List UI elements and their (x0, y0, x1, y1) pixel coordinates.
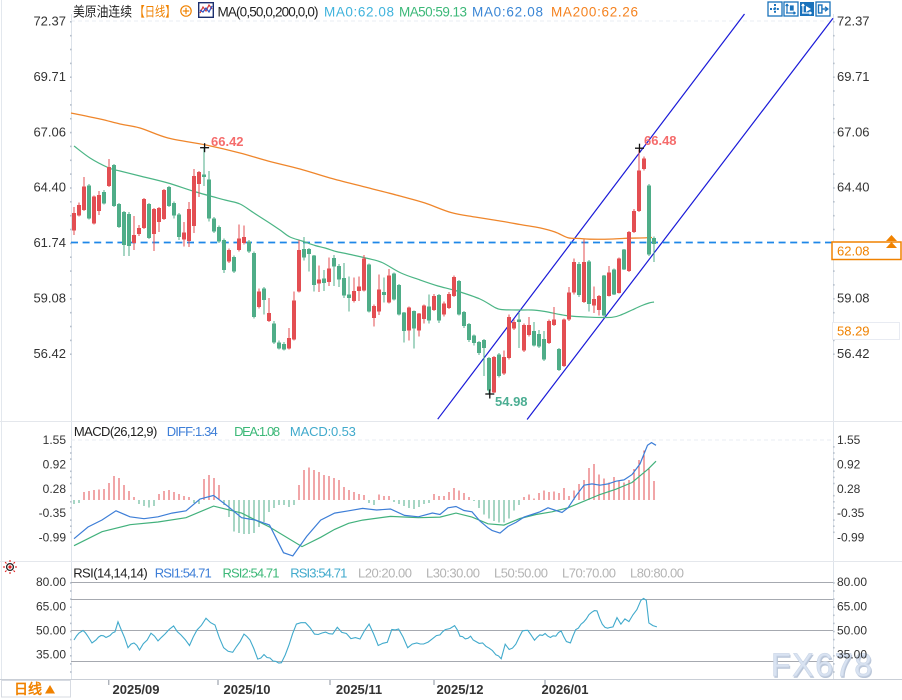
svg-text:2025/12: 2025/12 (437, 682, 484, 697)
svg-text:64.40: 64.40 (837, 180, 870, 195)
svg-text:-0.35: -0.35 (39, 506, 67, 520)
svg-text:1.55: 1.55 (837, 433, 861, 447)
svg-text:MA0:62.08: MA0:62.08 (472, 5, 543, 20)
svg-text:2025/10: 2025/10 (224, 682, 271, 697)
svg-text:RSI3:54.71: RSI3:54.71 (290, 566, 347, 581)
svg-text:80.00: 80.00 (837, 575, 867, 589)
svg-text:1.55: 1.55 (43, 433, 67, 447)
svg-text:L50:50.00: L50:50.00 (494, 566, 548, 581)
svg-text:58.29: 58.29 (837, 324, 870, 339)
svg-text:MA50:59.13: MA50:59.13 (399, 5, 467, 20)
svg-text:RSI2:54.71: RSI2:54.71 (223, 566, 280, 581)
svg-text:59.08: 59.08 (837, 291, 870, 306)
svg-text:日线: 日线 (14, 681, 42, 697)
svg-text:65.00: 65.00 (837, 599, 867, 613)
svg-text:2025/11: 2025/11 (336, 682, 382, 697)
svg-text:FX678: FX678 (772, 649, 873, 685)
svg-text:【日线】: 【日线】 (135, 5, 176, 20)
svg-text:MA200:62.26: MA200:62.26 (551, 5, 638, 20)
svg-text:67.06: 67.06 (837, 124, 870, 139)
svg-text:69.71: 69.71 (33, 69, 66, 84)
svg-text:MA0:62.08: MA0:62.08 (324, 5, 394, 20)
svg-text:66.42: 66.42 (211, 134, 244, 149)
svg-text:DEA:1.08: DEA:1.08 (234, 424, 280, 439)
svg-text:56.42: 56.42 (33, 346, 66, 361)
svg-text:-0.99: -0.99 (837, 531, 865, 545)
svg-text:MACD:0.53: MACD:0.53 (290, 424, 356, 439)
svg-text:80.00: 80.00 (36, 575, 66, 589)
svg-text:61.74: 61.74 (33, 235, 66, 250)
svg-text:L70:70.00: L70:70.00 (562, 566, 616, 581)
svg-text:54.98: 54.98 (495, 394, 528, 409)
svg-text:L80:80.00: L80:80.00 (630, 566, 684, 581)
svg-text:0.92: 0.92 (43, 457, 67, 471)
svg-text:L20:20.00: L20:20.00 (358, 566, 412, 581)
svg-text:DIFF:1.34: DIFF:1.34 (167, 424, 218, 439)
svg-text:72.37: 72.37 (33, 14, 66, 29)
svg-text:FX678: FX678 (771, 647, 872, 683)
svg-text:65.00: 65.00 (36, 599, 66, 613)
svg-text:66.48: 66.48 (644, 133, 677, 148)
svg-text:美原油连续: 美原油连续 (73, 5, 132, 20)
svg-text:62.08: 62.08 (837, 244, 870, 259)
svg-text:72.37: 72.37 (837, 14, 870, 29)
svg-text:RSI(14,14,14): RSI(14,14,14) (73, 566, 148, 581)
svg-text:50.00: 50.00 (837, 623, 867, 637)
svg-text:RSI1:54.71: RSI1:54.71 (155, 566, 212, 581)
svg-text:2026/01: 2026/01 (542, 682, 589, 697)
svg-text:0.28: 0.28 (43, 482, 67, 496)
svg-text:-0.35: -0.35 (837, 506, 865, 520)
svg-text:MACD(26,12,9): MACD(26,12,9) (74, 424, 157, 439)
svg-text:0.28: 0.28 (837, 482, 861, 496)
svg-text:0.92: 0.92 (837, 457, 861, 471)
svg-text:50.00: 50.00 (36, 623, 66, 637)
svg-text:59.08: 59.08 (33, 291, 66, 306)
svg-text:2025/09: 2025/09 (113, 682, 160, 697)
svg-text:67.06: 67.06 (33, 124, 66, 139)
svg-text:56.42: 56.42 (837, 346, 870, 361)
svg-text:MA(0,50,0,200,0,0): MA(0,50,0,200,0,0) (218, 5, 319, 20)
svg-text:35.00: 35.00 (36, 648, 66, 662)
svg-text:64.40: 64.40 (33, 180, 66, 195)
svg-text:35.00: 35.00 (837, 648, 867, 662)
svg-text:L30:30.00: L30:30.00 (426, 566, 480, 581)
svg-text:69.71: 69.71 (837, 69, 870, 84)
svg-text:-0.99: -0.99 (39, 531, 67, 545)
